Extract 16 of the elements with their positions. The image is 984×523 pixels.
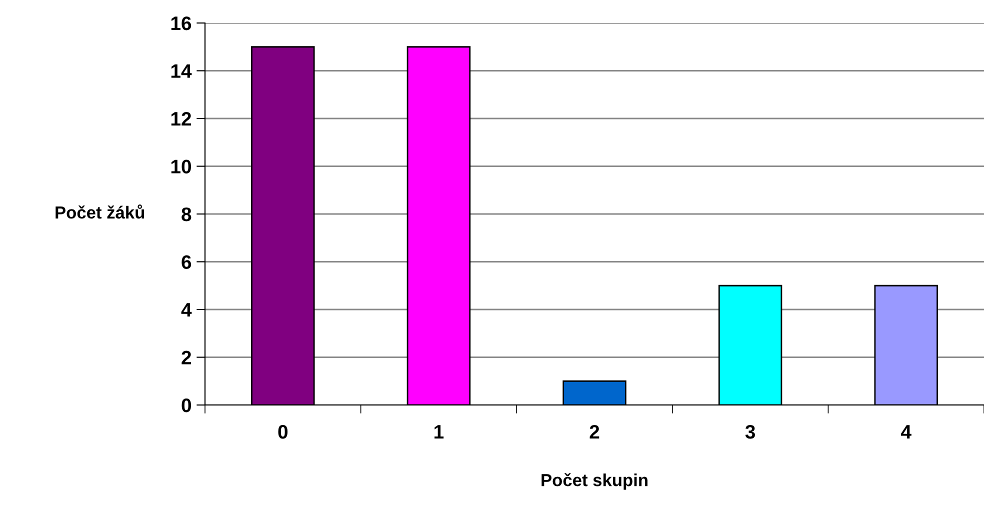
y-tick-label: 14	[171, 64, 192, 78]
y-tick-label: 16	[171, 16, 192, 30]
y-tick-label: 8	[182, 207, 192, 222]
x-tick-label: 2	[590, 424, 600, 439]
x-tick-label: 1	[434, 425, 444, 439]
x-tick-label: 3	[745, 424, 756, 439]
x-tick-label: 4	[900, 425, 912, 439]
y-tick-label: 12	[171, 112, 192, 126]
y-tick-label: 2	[182, 350, 192, 364]
y-tick-label: 0	[182, 398, 192, 412]
y-tick-label: 6	[182, 255, 192, 269]
x-tick-label: 0	[278, 424, 288, 439]
y-tick-label: 10	[171, 160, 192, 174]
y-tick-label: 4	[181, 303, 192, 317]
y-axis-title: Počet žáků	[56, 204, 144, 219]
x-axis-title: Počet skupin	[542, 473, 648, 490]
